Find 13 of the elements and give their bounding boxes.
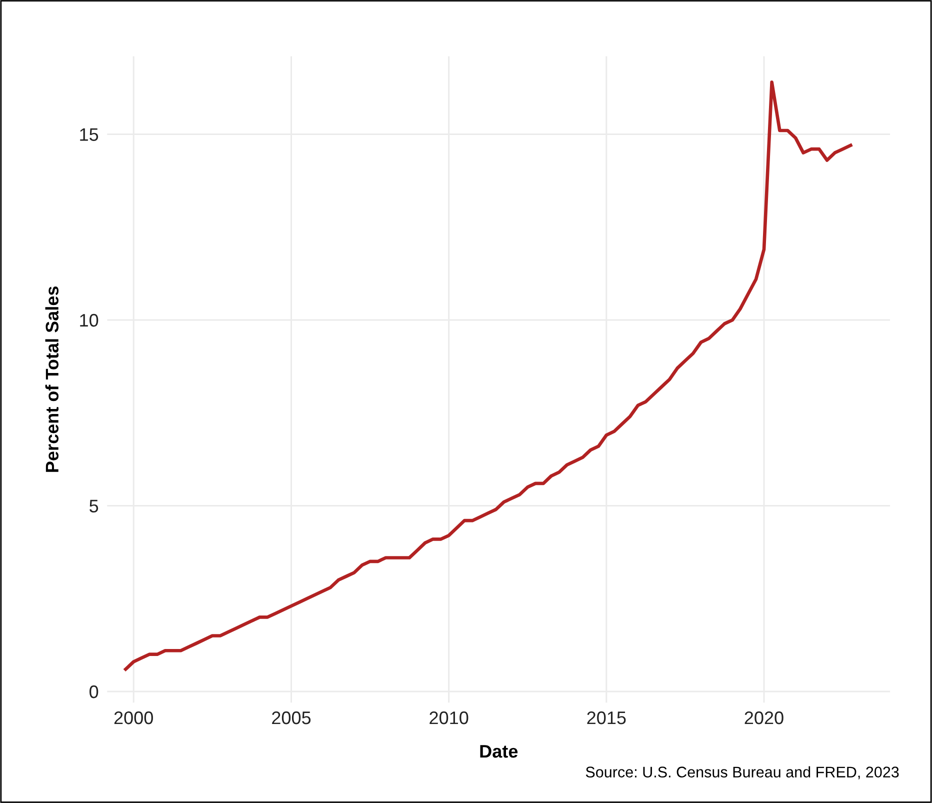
y-axis-title: Percent of Total Sales [45, 286, 59, 472]
y-tick-label: 0 [90, 685, 98, 698]
y-tick-label: 10 [80, 314, 98, 327]
y-tick-label: 15 [80, 128, 98, 141]
x-tick-label: 2015 [587, 711, 626, 724]
source-note: Source: U.S. Census Bureau and FRED, 2023 [586, 766, 899, 780]
line-series [124, 80, 852, 671]
x-tick-label: 2020 [744, 711, 784, 724]
x-tick-label: 2010 [430, 711, 468, 724]
x-tick-label: 2000 [114, 711, 153, 724]
x-axis-title: Date [480, 745, 518, 758]
y-tick-label: 5 [90, 500, 98, 512]
x-tick-label: 2005 [272, 711, 311, 724]
